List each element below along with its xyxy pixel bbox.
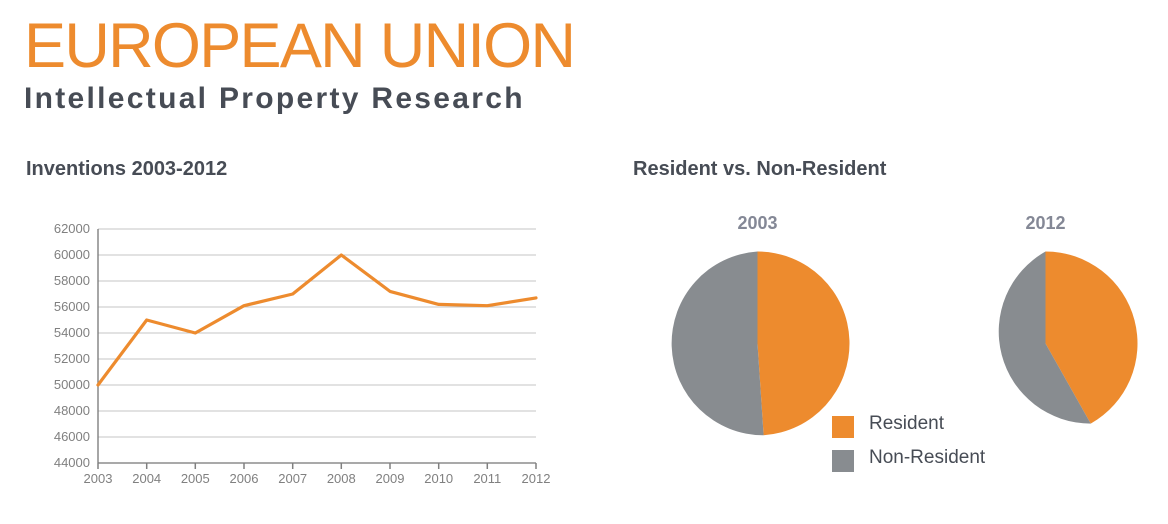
svg-text:54000: 54000: [54, 325, 90, 340]
svg-text:2007: 2007: [278, 471, 307, 486]
svg-text:2012: 2012: [522, 471, 551, 486]
svg-text:48000: 48000: [54, 403, 90, 418]
svg-text:58000: 58000: [54, 273, 90, 288]
svg-text:44000: 44000: [54, 455, 90, 470]
svg-text:2006: 2006: [230, 471, 259, 486]
svg-text:2005: 2005: [181, 471, 210, 486]
svg-text:2004: 2004: [132, 471, 161, 486]
svg-text:60000: 60000: [54, 247, 90, 262]
svg-text:56000: 56000: [54, 299, 90, 314]
svg-text:2011: 2011: [473, 471, 501, 486]
svg-text:62000: 62000: [54, 221, 90, 236]
svg-text:2010: 2010: [424, 471, 453, 486]
svg-text:52000: 52000: [54, 351, 90, 366]
svg-text:2008: 2008: [327, 471, 356, 486]
svg-text:2009: 2009: [376, 471, 405, 486]
svg-text:46000: 46000: [54, 429, 90, 444]
svg-text:2003: 2003: [84, 471, 113, 486]
svg-text:50000: 50000: [54, 377, 90, 392]
